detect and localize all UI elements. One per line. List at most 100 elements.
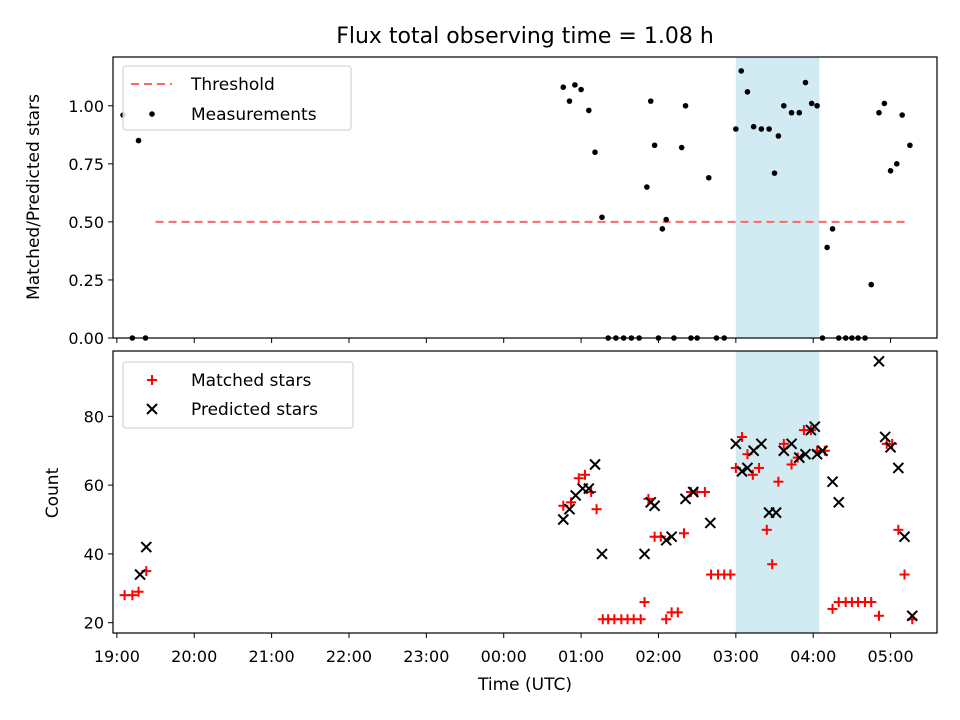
matched-star-point bbox=[893, 524, 904, 535]
x-axis-label: Time (UTC) bbox=[477, 675, 572, 695]
measurement-point bbox=[771, 170, 778, 176]
measurement-point bbox=[560, 84, 567, 90]
measurement-point bbox=[659, 226, 666, 232]
bottom-x-tick-label: 03:00 bbox=[713, 647, 759, 666]
measurement-point bbox=[578, 86, 584, 93]
predicted-star-stroke-b bbox=[785, 438, 798, 450]
bottom-x-tick-label: 00:00 bbox=[481, 647, 527, 666]
bottom-x-ticks: 19:00 20:00 21:00 22:00 23:00 00:00 01:00 02:00… bbox=[94, 633, 914, 666]
predicted-star-point bbox=[811, 448, 823, 460]
predicted-star-point bbox=[770, 506, 782, 519]
predicted-star-point bbox=[660, 534, 672, 546]
predicted-star-point bbox=[884, 441, 897, 453]
threshold-legend-label: Threshold bbox=[190, 75, 275, 95]
bottom-panel-frame bbox=[112, 350, 938, 634]
predicted-star-stroke-b bbox=[704, 517, 717, 529]
bottom-legend: Matched stars Predicted stars bbox=[122, 361, 354, 429]
measurement-point bbox=[705, 174, 712, 181]
bottom-y-tick-label: 80 bbox=[84, 407, 104, 426]
predicted-star-stroke-b bbox=[638, 548, 651, 560]
matched-star-point bbox=[873, 610, 884, 621]
predicted-star-stroke-b bbox=[873, 355, 885, 368]
top-legend: Threshold Measurements bbox=[122, 65, 352, 131]
predicted-star-stroke-b bbox=[730, 438, 742, 450]
matched-star-point bbox=[754, 462, 765, 473]
measurement-point bbox=[796, 109, 803, 116]
measurement-point bbox=[829, 226, 836, 232]
predicted-star-stroke-b bbox=[665, 531, 678, 543]
predicted-star-point bbox=[833, 496, 845, 509]
bottom-x-tick-label: 04:00 bbox=[790, 647, 836, 666]
matched-star-point bbox=[747, 469, 758, 480]
predicted-star-point bbox=[730, 438, 742, 450]
predicted-star-point bbox=[583, 482, 595, 495]
predicted-star-point bbox=[906, 610, 918, 622]
top-x-ticks bbox=[116, 338, 892, 343]
bottom-y-ticks: 20 40 60 80 bbox=[84, 407, 113, 633]
top-y-tick-label: 0.25 bbox=[68, 271, 104, 290]
predicted-star-point bbox=[892, 462, 905, 474]
predicted-star-stroke-b bbox=[811, 448, 823, 460]
count-points bbox=[119, 355, 918, 625]
predicted-star-point bbox=[704, 517, 717, 529]
measurement-point bbox=[781, 102, 787, 109]
predicted-star-point bbox=[665, 531, 678, 543]
top-panel-frame bbox=[112, 56, 938, 339]
matched-star-point bbox=[639, 597, 650, 608]
predicted-star-stroke-b bbox=[755, 438, 768, 450]
matched-star-point bbox=[737, 431, 748, 442]
predicted-star-point bbox=[755, 438, 768, 450]
predicted-star-point bbox=[816, 445, 829, 457]
matched-star-point bbox=[133, 586, 144, 597]
matched-star-point bbox=[635, 614, 646, 625]
predicted-star-point bbox=[596, 548, 608, 560]
matched-star-point bbox=[827, 603, 838, 614]
measurement-point bbox=[876, 109, 882, 116]
predicted-star-stroke-b bbox=[826, 475, 839, 488]
matched-star-point bbox=[899, 569, 910, 580]
bottom-x-tick-label: 23:00 bbox=[403, 647, 449, 666]
bottom-x-tick-label: 21:00 bbox=[249, 647, 295, 666]
matched-star-point bbox=[887, 438, 898, 449]
predicted-star-stroke-b bbox=[898, 531, 911, 543]
matched-star-point bbox=[778, 438, 789, 449]
measurement-point bbox=[647, 98, 654, 104]
predicted-star-stroke-b bbox=[660, 534, 672, 546]
measurement-point bbox=[907, 142, 913, 149]
bottom-panel: 20 40 60 80 19:00 20:00 21:00 22:00 23:00 00:00 0… bbox=[43, 350, 938, 695]
matched-star-point bbox=[655, 531, 666, 542]
bottom-x-tick-label: 20:00 bbox=[171, 647, 217, 666]
predicted-star-stroke-b bbox=[799, 448, 812, 460]
measurement-point bbox=[566, 98, 573, 104]
predicted-star-stroke-b bbox=[648, 500, 661, 512]
top-panel: Flux total observing time = 1.08 h 0.000… bbox=[24, 24, 938, 348]
predicted-star-point bbox=[785, 438, 798, 450]
measurement-point bbox=[733, 126, 739, 132]
predicted-star-stroke-b bbox=[596, 548, 608, 560]
measurement-point bbox=[592, 149, 598, 156]
predicted-star-stroke-b bbox=[892, 462, 905, 474]
measurement-point bbox=[738, 68, 745, 74]
predicted-star-stroke-b bbox=[589, 458, 601, 471]
predicted-star-stroke-b bbox=[736, 465, 748, 478]
matched-star-point bbox=[699, 487, 710, 497]
predicted-star-stroke-b bbox=[140, 541, 152, 553]
matched-star-point bbox=[866, 597, 877, 608]
predicted-star-point bbox=[140, 541, 152, 553]
top-legend-box bbox=[122, 65, 352, 131]
predicted-star-point bbox=[799, 448, 812, 460]
bottom-x-tick-label: 22:00 bbox=[326, 647, 372, 666]
matched-star-point bbox=[573, 473, 584, 484]
matched-star-point bbox=[761, 524, 772, 535]
measurement-point bbox=[893, 161, 900, 167]
measurement-point bbox=[899, 112, 905, 118]
top-y-tick-label: 0.75 bbox=[68, 155, 104, 174]
measurement-point bbox=[814, 102, 820, 109]
bottom-y-tick-label: 60 bbox=[84, 476, 104, 495]
predicted-star-point bbox=[648, 500, 661, 512]
matched-star-point bbox=[767, 559, 778, 570]
measurement-point bbox=[868, 281, 875, 288]
bottom-x-tick-label: 02:00 bbox=[635, 647, 681, 666]
predicted-star-stroke-b bbox=[879, 431, 891, 443]
